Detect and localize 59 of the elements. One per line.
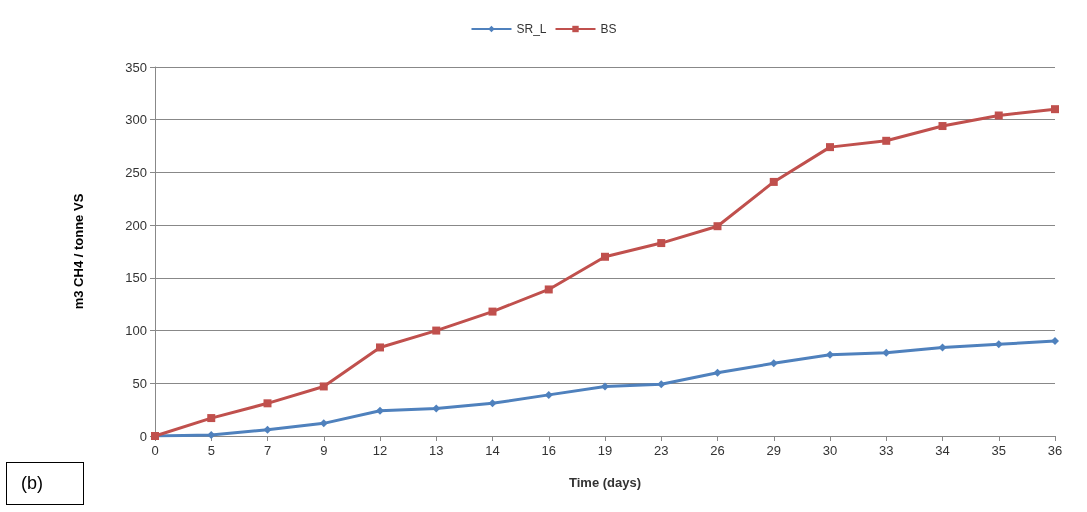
point bbox=[601, 382, 609, 391]
x-tick-label: 9 bbox=[320, 443, 328, 458]
x-tick-label: 5 bbox=[207, 443, 215, 458]
legend-label: SR_L bbox=[516, 22, 547, 36]
x-tick-label: 12 bbox=[372, 443, 388, 458]
x-tick-label: 0 bbox=[151, 443, 159, 458]
x-tick-label: 7 bbox=[263, 443, 272, 458]
y-tick-label: 350 bbox=[125, 59, 147, 75]
point bbox=[994, 111, 1003, 120]
x-tick-label: 26 bbox=[710, 443, 725, 458]
point bbox=[657, 239, 666, 248]
x-tick-label: 30 bbox=[822, 443, 838, 458]
y-tick-label: 150 bbox=[125, 270, 147, 286]
x-tick-label: 36 bbox=[1047, 443, 1063, 458]
y-tick-label: 0 bbox=[139, 428, 147, 444]
point bbox=[432, 404, 441, 413]
point bbox=[544, 390, 553, 399]
text: (b) bbox=[6, 462, 84, 505]
legend-label: BS bbox=[600, 22, 617, 36]
point bbox=[319, 382, 328, 391]
point bbox=[826, 143, 834, 152]
point bbox=[657, 380, 666, 389]
x-tick-label: 23 bbox=[654, 443, 669, 458]
point bbox=[376, 343, 384, 352]
x-axis-title: Time (days) bbox=[568, 475, 642, 490]
point bbox=[1051, 105, 1059, 114]
point bbox=[713, 222, 722, 231]
y-tick-label: 50 bbox=[132, 375, 147, 391]
point bbox=[938, 343, 947, 352]
point bbox=[263, 399, 272, 408]
x-tick-label: 33 bbox=[879, 443, 894, 458]
x-tick-label: 34 bbox=[935, 443, 950, 458]
x-tick-label: 19 bbox=[597, 443, 613, 458]
x-tick-label: 14 bbox=[485, 443, 500, 458]
point bbox=[488, 399, 497, 408]
x-tick-label: 13 bbox=[429, 443, 444, 458]
point bbox=[826, 350, 834, 359]
x-tick-label: 29 bbox=[766, 443, 781, 458]
point bbox=[601, 252, 609, 261]
point bbox=[263, 425, 272, 434]
x-tick-label: 35 bbox=[991, 443, 1006, 458]
point bbox=[882, 136, 891, 145]
y-tick-label: 300 bbox=[125, 112, 147, 128]
point bbox=[544, 285, 553, 294]
point bbox=[1051, 337, 1059, 346]
point bbox=[769, 177, 778, 186]
point bbox=[376, 406, 384, 415]
point bbox=[207, 414, 216, 423]
y-tick-label: 200 bbox=[125, 217, 147, 233]
point bbox=[319, 419, 328, 428]
point bbox=[769, 359, 778, 368]
point bbox=[432, 326, 441, 335]
point bbox=[938, 122, 947, 131]
x-tick-label: 16 bbox=[541, 443, 556, 458]
point bbox=[713, 368, 722, 377]
y-axis-title: m3 CH4 / tonne VS bbox=[71, 193, 86, 310]
y-tick-label: 250 bbox=[125, 164, 147, 180]
y-tick-label: 100 bbox=[125, 323, 147, 339]
point bbox=[488, 307, 497, 316]
